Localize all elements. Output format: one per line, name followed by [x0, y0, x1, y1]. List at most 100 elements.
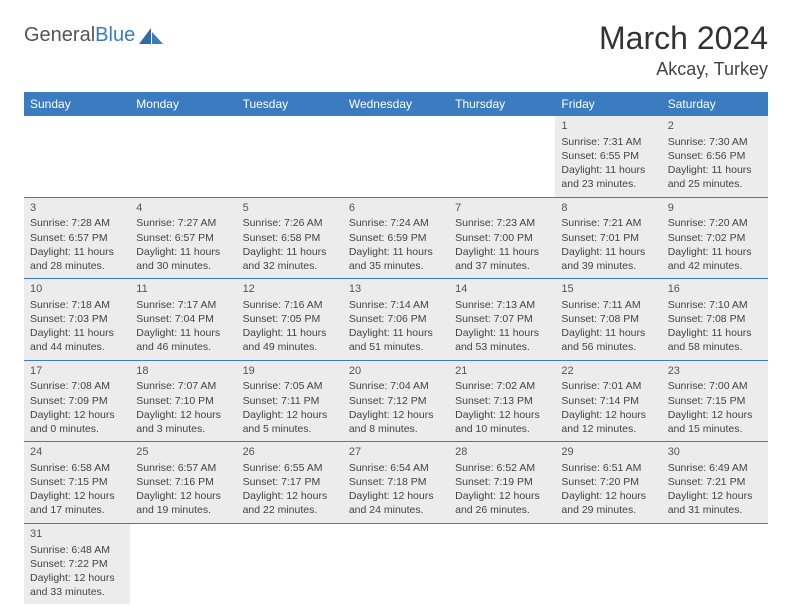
- sunrise-text: Sunrise: 7:01 AM: [561, 379, 655, 393]
- sunset-text: Sunset: 7:22 PM: [30, 557, 124, 571]
- day-number: 2: [668, 119, 762, 134]
- calendar-body: 1Sunrise: 7:31 AMSunset: 6:55 PMDaylight…: [24, 116, 768, 604]
- sunset-text: Sunset: 7:18 PM: [349, 475, 443, 489]
- day-number: 16: [668, 282, 762, 297]
- daylight-text: Daylight: 11 hours and 23 minutes.: [561, 163, 655, 191]
- sunset-text: Sunset: 6:59 PM: [349, 231, 443, 245]
- calendar-cell-empty: [343, 523, 449, 604]
- sunset-text: Sunset: 7:05 PM: [243, 312, 337, 326]
- calendar-cell: 23Sunrise: 7:00 AMSunset: 7:15 PMDayligh…: [662, 360, 768, 442]
- day-number: 17: [30, 364, 124, 379]
- calendar-cell: 17Sunrise: 7:08 AMSunset: 7:09 PMDayligh…: [24, 360, 130, 442]
- calendar-row: 3Sunrise: 7:28 AMSunset: 6:57 PM Daylight…: [24, 197, 768, 279]
- calendar-cell: 12Sunrise: 7:16 AMSunset: 7:05 PMDayligh…: [237, 279, 343, 361]
- daylight-text: Daylight: 12 hours and 8 minutes.: [349, 408, 443, 436]
- sunrise-text: Sunrise: 7:11 AM: [561, 298, 655, 312]
- daylight-text: Daylight: 12 hours and 29 minutes.: [561, 489, 655, 517]
- day-number: 1: [561, 119, 655, 134]
- sunrise-text: Sunrise: 7:26 AM: [243, 216, 337, 230]
- calendar-cell-empty: [24, 116, 130, 197]
- calendar-cell: 29Sunrise: 6:51 AMSunset: 7:20 PMDayligh…: [555, 442, 661, 524]
- sunrise-text: Sunrise: 6:49 AM: [668, 461, 762, 475]
- calendar-cell: 15Sunrise: 7:11 AMSunset: 7:08 PMDayligh…: [555, 279, 661, 361]
- calendar-row: 10Sunrise: 7:18 AMSunset: 7:03 PMDayligh…: [24, 279, 768, 361]
- sunrise-text: Sunrise: 6:57 AM: [136, 461, 230, 475]
- sunrise-text: Sunrise: 7:28 AM: [30, 216, 124, 230]
- daylight-text: Daylight: 12 hours and 31 minutes.: [668, 489, 762, 517]
- sunset-text: Sunset: 7:16 PM: [136, 475, 230, 489]
- sunrise-text: Sunrise: 7:30 AM: [668, 135, 762, 149]
- sunset-text: Sunset: 6:58 PM: [243, 231, 337, 245]
- daylight-text: Daylight: 12 hours and 17 minutes.: [30, 489, 124, 517]
- sunset-text: Sunset: 7:13 PM: [455, 394, 549, 408]
- sunset-text: Sunset: 6:57 PM: [30, 231, 124, 245]
- brand-name-blue: Blue: [95, 24, 135, 46]
- sunrise-text: Sunrise: 7:05 AM: [243, 379, 337, 393]
- brand-logo: GeneralBlue: [24, 24, 165, 47]
- calendar-cell: 5Sunrise: 7:26 AMSunset: 6:58 PMDaylight…: [237, 197, 343, 279]
- daylight-text: Daylight: 12 hours and 12 minutes.: [561, 408, 655, 436]
- brand-name: GeneralBlue: [24, 24, 135, 47]
- sunset-text: Sunset: 7:02 PM: [668, 231, 762, 245]
- day-number: 4: [136, 201, 230, 216]
- day-number: 14: [455, 282, 549, 297]
- daylight-text: Daylight: 11 hours and 25 minutes.: [668, 163, 762, 191]
- calendar-cell: 20Sunrise: 7:04 AMSunset: 7:12 PMDayligh…: [343, 360, 449, 442]
- daylight-text: Daylight: 11 hours and 32 minutes.: [243, 245, 337, 273]
- sunset-text: Sunset: 7:21 PM: [668, 475, 762, 489]
- calendar-cell-empty: [343, 116, 449, 197]
- calendar-cell: 11Sunrise: 7:17 AMSunset: 7:04 PMDayligh…: [130, 279, 236, 361]
- sunrise-text: Sunrise: 7:24 AM: [349, 216, 443, 230]
- day-number: 10: [30, 282, 124, 297]
- day-number: 23: [668, 364, 762, 379]
- sunset-text: Sunset: 6:56 PM: [668, 149, 762, 163]
- calendar-cell: 7Sunrise: 7:23 AMSunset: 7:00 PMDaylight…: [449, 197, 555, 279]
- daylight-text: Daylight: 11 hours and 46 minutes.: [136, 326, 230, 354]
- weekday-header: Tuesday: [237, 92, 343, 116]
- daylight-text: Daylight: 12 hours and 22 minutes.: [243, 489, 337, 517]
- day-number: 19: [243, 364, 337, 379]
- calendar-cell: 6Sunrise: 7:24 AMSunset: 6:59 PMDaylight…: [343, 197, 449, 279]
- calendar-cell: 4Sunrise: 7:27 AMSunset: 6:57 PMDaylight…: [130, 197, 236, 279]
- day-number: 3: [30, 201, 124, 216]
- daylight-text: Daylight: 12 hours and 3 minutes.: [136, 408, 230, 436]
- sunrise-text: Sunrise: 7:08 AM: [30, 379, 124, 393]
- day-number: 7: [455, 201, 549, 216]
- sail-icon: [137, 26, 165, 46]
- daylight-text: Daylight: 11 hours and 44 minutes.: [30, 326, 124, 354]
- sunset-text: Sunset: 7:04 PM: [136, 312, 230, 326]
- day-number: 15: [561, 282, 655, 297]
- calendar-cell-empty: [662, 523, 768, 604]
- daylight-text: Daylight: 11 hours and 35 minutes.: [349, 245, 443, 273]
- calendar-cell: 26Sunrise: 6:55 AMSunset: 7:17 PMDayligh…: [237, 442, 343, 524]
- day-number: 28: [455, 445, 549, 460]
- sunrise-text: Sunrise: 7:04 AM: [349, 379, 443, 393]
- calendar-cell: 8Sunrise: 7:21 AMSunset: 7:01 PMDaylight…: [555, 197, 661, 279]
- sunset-text: Sunset: 7:15 PM: [30, 475, 124, 489]
- sunrise-text: Sunrise: 6:55 AM: [243, 461, 337, 475]
- sunset-text: Sunset: 7:09 PM: [30, 394, 124, 408]
- weekday-header: Friday: [555, 92, 661, 116]
- sunset-text: Sunset: 7:03 PM: [30, 312, 124, 326]
- sunrise-text: Sunrise: 7:31 AM: [561, 135, 655, 149]
- calendar-head: SundayMondayTuesdayWednesdayThursdayFrid…: [24, 92, 768, 116]
- weekday-row: SundayMondayTuesdayWednesdayThursdayFrid…: [24, 92, 768, 116]
- sunrise-text: Sunrise: 6:54 AM: [349, 461, 443, 475]
- weekday-header: Sunday: [24, 92, 130, 116]
- daylight-text: Daylight: 12 hours and 5 minutes.: [243, 408, 337, 436]
- daylight-text: Daylight: 12 hours and 33 minutes.: [30, 571, 124, 599]
- day-number: 13: [349, 282, 443, 297]
- sunset-text: Sunset: 7:19 PM: [455, 475, 549, 489]
- calendar-cell: 3Sunrise: 7:28 AMSunset: 6:57 PMDaylight…: [24, 197, 130, 279]
- day-number: 5: [243, 201, 337, 216]
- daylight-text: Daylight: 11 hours and 56 minutes.: [561, 326, 655, 354]
- sunrise-text: Sunrise: 6:48 AM: [30, 543, 124, 557]
- calendar-cell: 30Sunrise: 6:49 AMSunset: 7:21 PMDayligh…: [662, 442, 768, 524]
- calendar-cell: 31Sunrise: 6:48 AMSunset: 7:22 PMDayligh…: [24, 523, 130, 604]
- calendar-cell: 14Sunrise: 7:13 AMSunset: 7:07 PMDayligh…: [449, 279, 555, 361]
- day-number: 29: [561, 445, 655, 460]
- calendar-cell-empty: [237, 116, 343, 197]
- weekday-header: Thursday: [449, 92, 555, 116]
- sunrise-text: Sunrise: 7:07 AM: [136, 379, 230, 393]
- sunset-text: Sunset: 7:11 PM: [243, 394, 337, 408]
